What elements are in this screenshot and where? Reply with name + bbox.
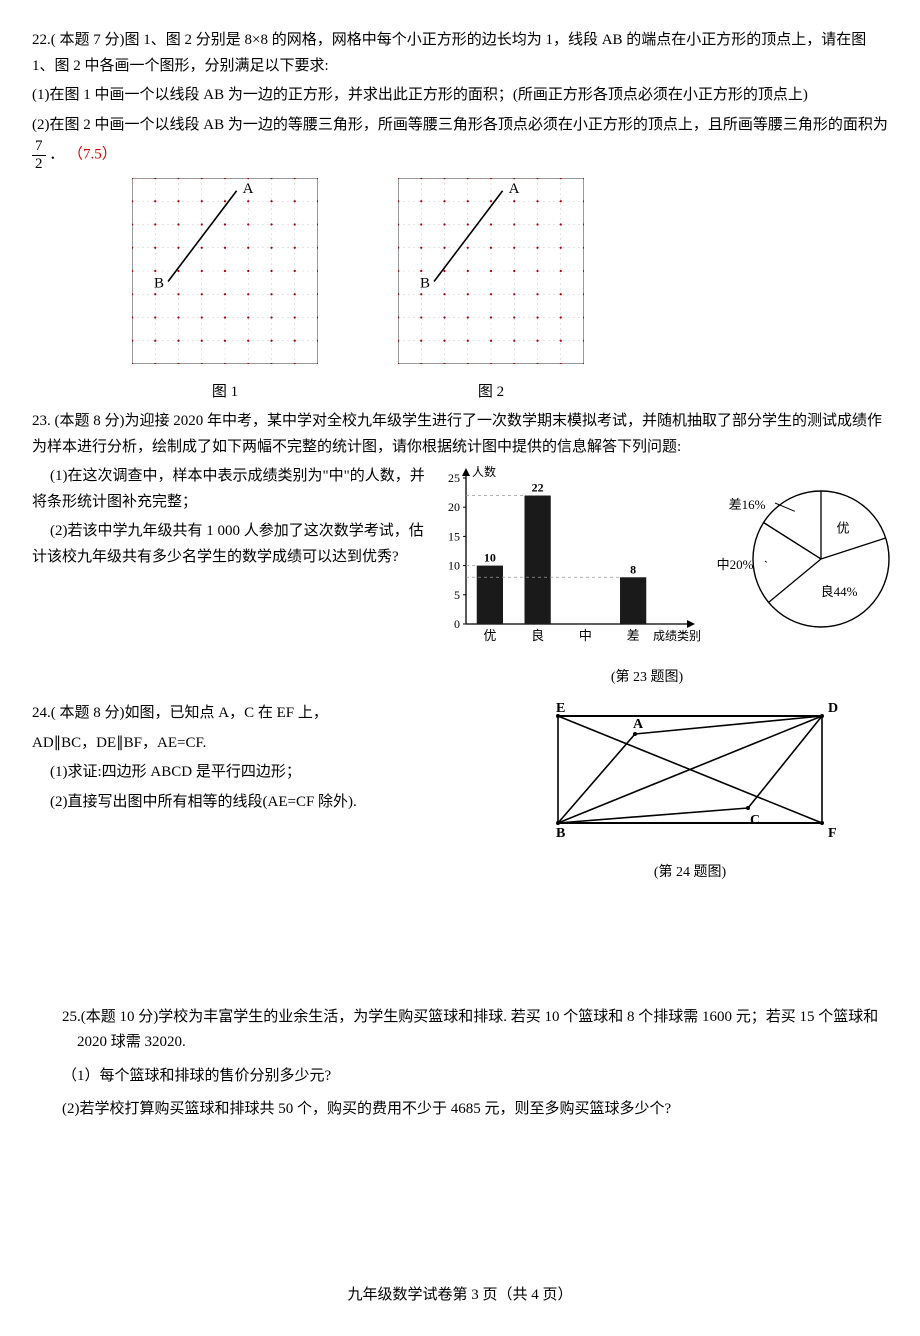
q24-head: 24.( 本题 8 分)如图，已知点 A，C 在 EF 上，: [32, 701, 462, 727]
svg-text:F: F: [828, 826, 837, 841]
grid1-svg: AB: [132, 178, 318, 364]
svg-text:8: 8: [630, 562, 636, 576]
svg-text:22: 22: [532, 481, 544, 495]
svg-text:差: 差: [627, 628, 640, 643]
q22-red: （7.5）: [68, 146, 117, 162]
svg-text:中: 中: [579, 628, 592, 643]
q23-charts: 人数成绩类别051015202510优22良中8差 差16%优良44%中20%: [432, 464, 911, 664]
q23-p2: (2)若该中学九年级共有 1 000 人参加了这次数学考试，估计该校九年级共有多…: [32, 519, 432, 570]
q24-fig-caption: (第 24 题图): [492, 861, 888, 885]
q22-p1: (1)在图 1 中画一个以线段 AB 为一边的正方形，并求出此正方形的面积；(所…: [32, 83, 888, 109]
q22-frac-d: 2: [32, 156, 46, 173]
grid1-caption: 图 1: [132, 380, 318, 406]
q23-fig-caption: (第 23 题图): [472, 666, 822, 690]
q22-p2: (2)在图 2 中画一个以线段 AB 为一边的等腰三角形，所画等腰三角形各顶点必…: [32, 113, 888, 173]
grid2-caption: 图 2: [398, 380, 584, 406]
svg-text:A: A: [509, 181, 520, 197]
svg-text:优: 优: [483, 628, 496, 643]
pie-chart-wrap: 差16% 优良44% 中20%: [711, 469, 911, 659]
q22-p2b: ．: [49, 146, 64, 162]
svg-text:0: 0: [454, 617, 460, 631]
bar-chart-svg: 人数成绩类别 0 5 10 15 20 25 10 优 22 良 中 8 差: [432, 464, 707, 654]
q22-p2a: (2)在图 2 中画一个以线段 AB 为一边的等腰三角形，所画等腰三角形各顶点必…: [32, 117, 888, 133]
svg-text:25: 25: [448, 471, 460, 485]
svg-text:A: A: [633, 717, 644, 732]
svg-text:良: 良: [531, 628, 544, 643]
svg-text:D: D: [828, 701, 838, 716]
q24-p2: (2)直接写出图中所有相等的线段(AE=CF 除外).: [32, 790, 462, 816]
q24-fig: E D A C B F (第 24 题图): [492, 701, 888, 884]
svg-text:C: C: [750, 813, 760, 828]
svg-text:B: B: [556, 826, 565, 841]
q24-geom-svg: E D A C B F: [540, 701, 840, 841]
svg-text:差16%: 差16%: [729, 497, 766, 512]
grid2-svg: AB: [398, 178, 584, 364]
q22-frac: 7 2: [32, 138, 46, 172]
bar-chart-wrap: 人数成绩类别 0 5 10 15 20 25 10 优 22 良 中 8 差: [432, 464, 707, 664]
q23-head: 23. (本题 8 分)为迎接 2020 年中考，某中学对全校九年级学生进行了一…: [32, 409, 888, 460]
q24-line2: AD∥BC，DE∥BF，AE=CF.: [32, 731, 462, 757]
q25-p2: (2)若学校打算购买篮球和排球共 50 个，购买的费用不少于 4685 元，则至…: [62, 1097, 888, 1123]
q25: 25.(本题 10 分)学校为丰富学生的业余生活，为学生购买篮球和排球. 若买 …: [62, 1005, 888, 1123]
svg-text:5: 5: [454, 588, 460, 602]
svg-text:A: A: [243, 181, 254, 197]
q24-area: 24.( 本题 8 分)如图，已知点 A，C 在 EF 上， AD∥BC，DE∥…: [32, 701, 888, 884]
svg-text:良44%: 良44%: [821, 584, 858, 599]
svg-text:10: 10: [448, 559, 460, 573]
q23-p1: (1)在这次调查中，样本中表示成绩类别为"中"的人数，并将条形统计图补充完整；: [32, 464, 432, 515]
q22-frac-n: 7: [32, 138, 46, 156]
pie-chart-svg: 差16% 优良44% 中20%: [711, 469, 911, 649]
svg-text:15: 15: [448, 529, 460, 543]
grid2-wrap: AB 图 2: [398, 178, 584, 405]
svg-text:20: 20: [448, 500, 460, 514]
q24-p1: (1)求证:四边形 ABCD 是平行四边形；: [32, 760, 462, 786]
q22-grids: AB 图 1 AB 图 2: [132, 178, 888, 405]
svg-text:成绩类别: 成绩类别: [653, 629, 701, 643]
page-footer: 九年级数学试卷第 3 页（共 4 页）: [32, 1283, 888, 1309]
svg-text:中20%: 中20%: [717, 557, 754, 572]
q25-p1: （1）每个篮球和排球的售价分别多少元?: [62, 1064, 888, 1090]
q22-head: 22.( 本题 7 分)图 1、图 2 分别是 8×8 的网格，网格中每个小正方…: [32, 28, 888, 79]
q23-text: (1)在这次调查中，样本中表示成绩类别为"中"的人数，并将条形统计图补充完整； …: [32, 464, 432, 574]
q24-text: 24.( 本题 8 分)如图，已知点 A，C 在 EF 上， AD∥BC，DE∥…: [32, 701, 462, 819]
svg-text:E: E: [556, 701, 565, 716]
q25-head: 25.(本题 10 分)学校为丰富学生的业余生活，为学生购买篮球和排球. 若买 …: [62, 1005, 888, 1056]
svg-text:优: 优: [836, 521, 849, 536]
svg-text:B: B: [154, 275, 164, 291]
q23-area: (1)在这次调查中，样本中表示成绩类别为"中"的人数，并将条形统计图补充完整； …: [32, 464, 888, 664]
grid1-wrap: AB 图 1: [132, 178, 318, 405]
svg-text:B: B: [420, 275, 430, 291]
svg-text:10: 10: [484, 551, 496, 565]
svg-text:人数: 人数: [472, 464, 496, 479]
